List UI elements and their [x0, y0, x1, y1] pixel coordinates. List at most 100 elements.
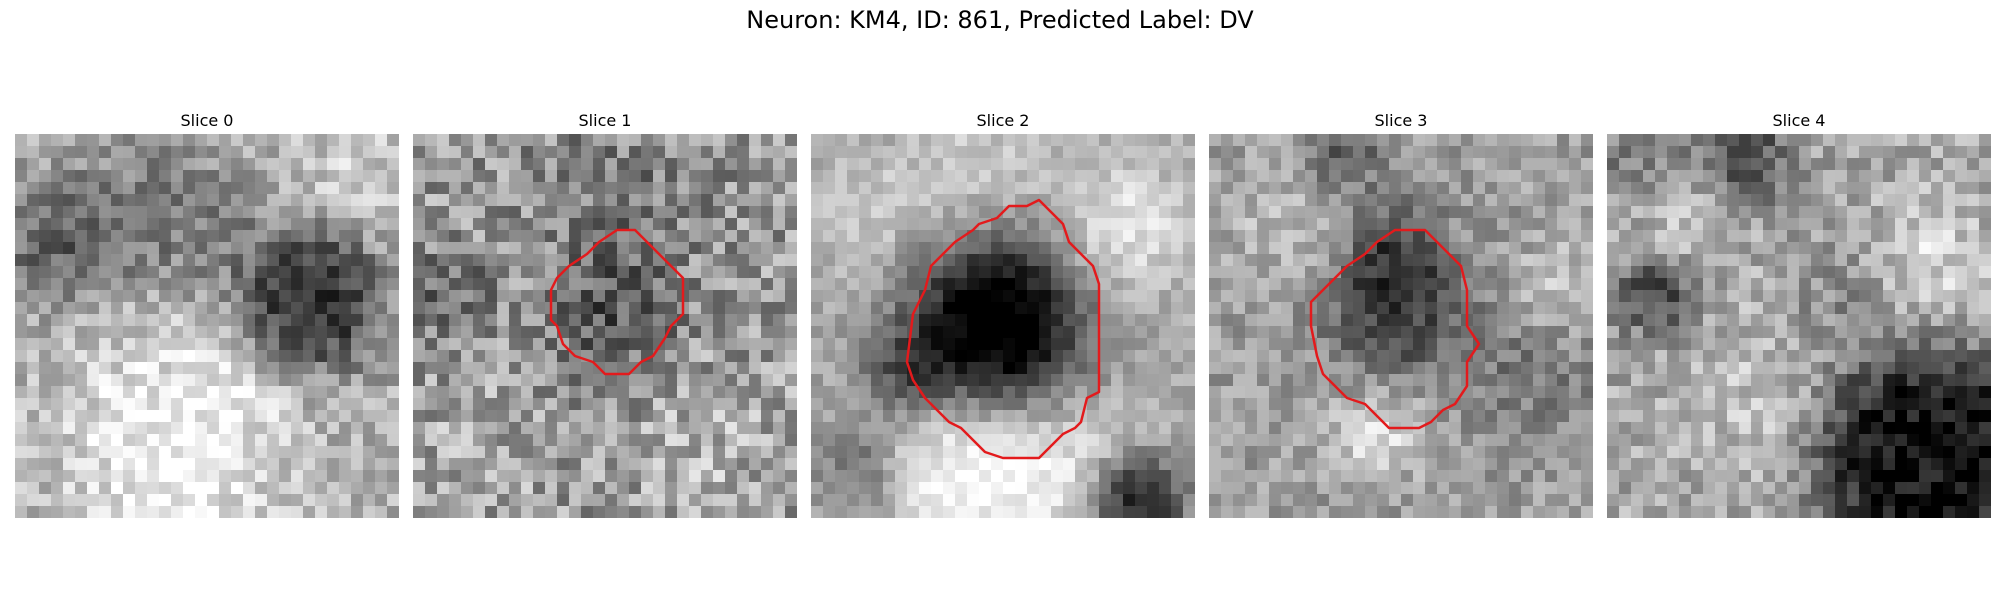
image-pixel: [87, 314, 100, 327]
image-pixel: [811, 158, 824, 171]
image-pixel: [509, 194, 522, 207]
image-pixel: [339, 386, 352, 399]
image-pixel: [243, 494, 256, 507]
image-pixel: [1003, 506, 1016, 518]
image-pixel: [1631, 422, 1644, 435]
image-pixel: [1691, 362, 1704, 375]
image-pixel: [545, 158, 558, 171]
image-pixel: [63, 386, 76, 399]
image-pixel: [1907, 422, 1920, 435]
image-pixel: [1955, 398, 1968, 411]
image-pixel: [375, 194, 388, 207]
image-pixel: [231, 242, 244, 255]
image-pixel: [1607, 434, 1620, 447]
image-pixel: [653, 266, 666, 279]
image-pixel: [713, 146, 726, 159]
image-pixel: [1209, 302, 1222, 315]
image-pixel: [147, 182, 160, 195]
image-pixel: [351, 374, 364, 387]
image-pixel: [1955, 170, 1968, 183]
image-pixel: [135, 494, 148, 507]
image-pixel: [1667, 362, 1680, 375]
image-pixel: [123, 506, 136, 518]
image-pixel: [1691, 230, 1704, 243]
image-pixel: [1763, 446, 1776, 459]
image-pixel: [1111, 470, 1124, 483]
image-pixel: [1449, 242, 1462, 255]
image-pixel: [1569, 302, 1582, 315]
image-pixel: [1003, 146, 1016, 159]
image-pixel: [303, 458, 316, 471]
image-pixel: [1039, 302, 1052, 315]
image-pixel: [847, 326, 860, 339]
image-pixel: [773, 398, 786, 411]
image-pixel: [581, 398, 594, 411]
image-pixel: [1365, 326, 1378, 339]
image-pixel: [15, 266, 28, 279]
image-pixel: [1643, 158, 1656, 171]
image-pixel: [51, 506, 64, 518]
image-pixel: [617, 482, 630, 495]
image-pixel: [569, 362, 582, 375]
image-pixel: [279, 278, 292, 291]
image-pixel: [533, 134, 546, 147]
image-pixel: [315, 398, 328, 411]
image-pixel: [63, 482, 76, 495]
image-pixel: [1835, 398, 1848, 411]
image-pixel: [1401, 362, 1414, 375]
image-pixel: [1353, 386, 1366, 399]
image-pixel: [823, 242, 836, 255]
image-pixel: [1787, 158, 1800, 171]
image-pixel: [1847, 146, 1860, 159]
image-pixel: [1703, 314, 1716, 327]
image-pixel: [1811, 458, 1824, 471]
image-pixel: [147, 266, 160, 279]
image-pixel: [1039, 314, 1052, 327]
image-pixel: [629, 206, 642, 219]
image-pixel: [1159, 290, 1172, 303]
image-pixel: [15, 482, 28, 495]
image-pixel: [1449, 350, 1462, 363]
image-pixel: [1727, 194, 1740, 207]
image-pixel: [1437, 182, 1450, 195]
image-pixel: [1257, 266, 1270, 279]
image-pixel: [1075, 374, 1088, 387]
image-pixel: [1485, 170, 1498, 183]
image-pixel: [51, 350, 64, 363]
image-pixel: [1003, 254, 1016, 267]
image-pixel: [135, 338, 148, 351]
image-pixel: [1763, 266, 1776, 279]
image-pixel: [243, 278, 256, 291]
image-pixel: [1895, 278, 1908, 291]
image-pixel: [255, 374, 268, 387]
image-pixel: [895, 482, 908, 495]
image-pixel: [967, 278, 980, 291]
image-pixel: [171, 422, 184, 435]
image-pixel: [243, 146, 256, 159]
image-pixel: [665, 302, 678, 315]
image-pixel: [847, 374, 860, 387]
image-pixel: [1871, 302, 1884, 315]
image-pixel: [617, 338, 630, 351]
image-pixel: [327, 494, 340, 507]
image-pixel: [219, 338, 232, 351]
image-pixel: [653, 458, 666, 471]
image-pixel: [1643, 278, 1656, 291]
image-pixel: [1883, 386, 1896, 399]
image-pixel: [1557, 254, 1570, 267]
image-pixel: [1751, 230, 1764, 243]
image-pixel: [1895, 182, 1908, 195]
image-pixel: [1919, 386, 1932, 399]
image-pixel: [171, 446, 184, 459]
image-pixel: [1667, 134, 1680, 147]
image-pixel: [1317, 266, 1330, 279]
image-pixel: [1979, 386, 1991, 399]
image-pixel: [1739, 410, 1752, 423]
image-pixel: [1751, 434, 1764, 447]
image-pixel: [231, 506, 244, 518]
image-pixel: [159, 326, 172, 339]
image-pixel: [1171, 374, 1184, 387]
image-pixel: [449, 398, 462, 411]
image-pixel: [1509, 398, 1522, 411]
image-pixel: [183, 386, 196, 399]
